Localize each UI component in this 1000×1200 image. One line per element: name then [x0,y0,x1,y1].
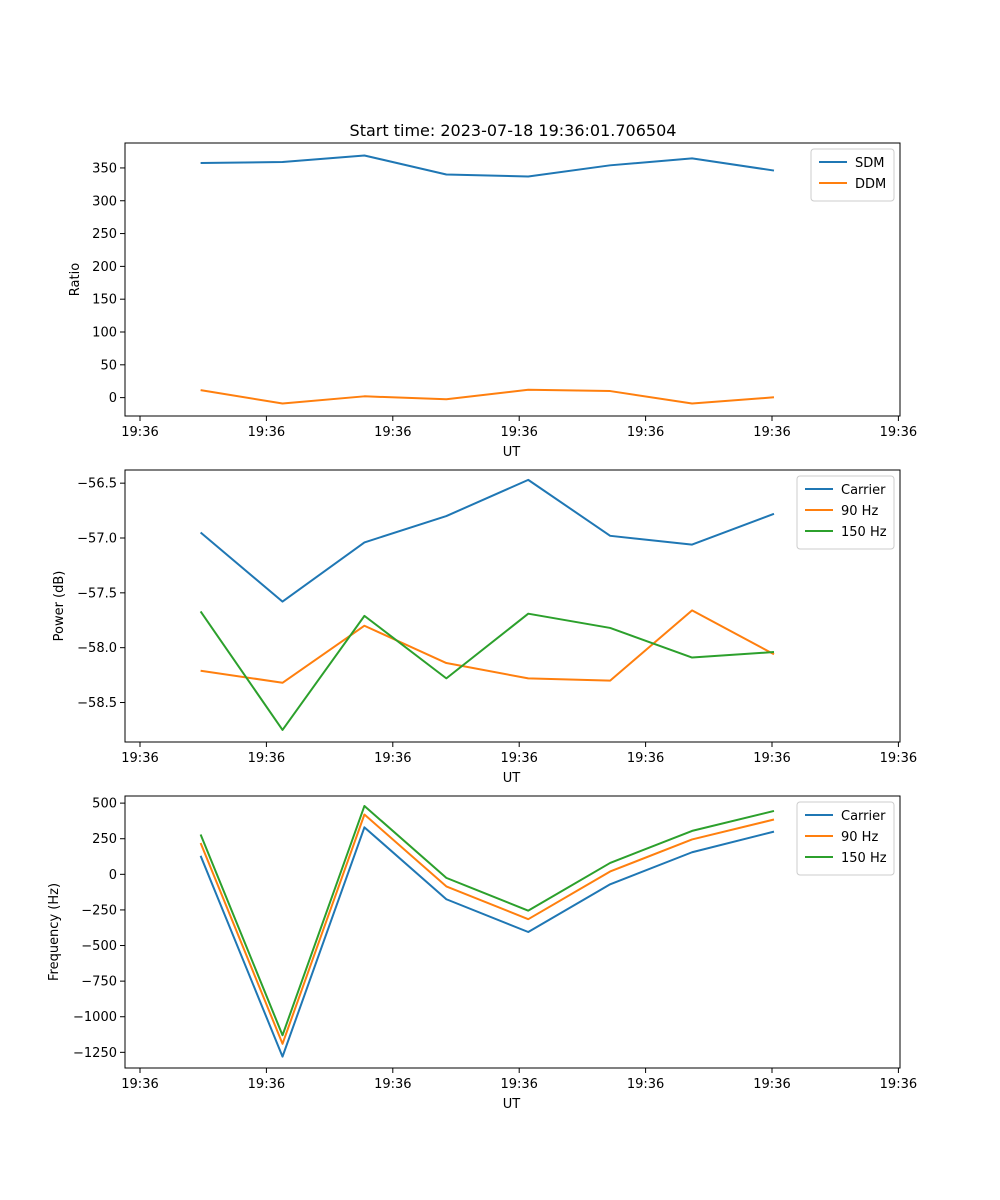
frequency-y-tick-label: −250 [81,903,117,918]
ratio-y-tick-label: 0 [109,391,117,406]
ratio-plot-area [125,143,900,416]
ratio-axes-frame [124,142,901,417]
power-panel: 19:3619:3619:3619:3619:3619:3619:3619:37… [52,469,917,786]
ratio-x-axis-label: UT [503,445,521,460]
ratio-y-tick-label: 350 [92,161,117,176]
frequency-x-tick-label: 19:36 [753,1077,790,1092]
ratio-x-tick-label: 19:36 [248,425,285,440]
frequency-x-tick-label: 19:36 [880,1077,917,1092]
ratio-panel: 19:3619:3619:3619:3619:3619:3619:3619:37… [68,142,917,460]
frequency-y-axis-label: Frequency (Hz) [47,883,62,981]
ratio-y-tick-label: 200 [92,260,117,275]
frequency-series-150-hz-line [199,804,775,1037]
ratio-x-tick-label: 19:36 [500,425,537,440]
frequency-axes-frame [124,795,901,1069]
frequency-plot-area [125,796,900,1068]
frequency-x-tick-label: 19:36 [248,1077,285,1092]
frequency-legend-label: 90 Hz [841,830,878,845]
power-legend: Carrier 90 Hz 150 Hz [796,475,895,550]
frequency-y-tick-label: −1000 [73,1010,117,1025]
frequency-y-tick-label: 250 [92,832,117,847]
power-x-tick-label: 19:36 [248,751,285,766]
frequency-y-tick-label: −500 [81,939,117,954]
power-series-carrier-line [199,478,775,603]
power-series-90-hz-line [200,609,775,684]
power-x-axis-label: UT [503,771,521,786]
power-y-axis-label: Power (dB) [52,571,67,642]
ratio-series-ddm-line [200,388,775,405]
power-y-tick-label: −58.5 [77,696,117,711]
ratio-x-tick-label: 19:36 [121,425,158,440]
ratio-y-tick-label: 250 [92,227,117,242]
power-legend-label: 90 Hz [841,504,878,519]
frequency-x-tick-label: 19:36 [374,1077,411,1092]
power-legend-label: 150 Hz [841,525,887,540]
ratio-y-axis-label: Ratio [68,263,83,296]
ratio-legend-label: DDM [855,177,886,192]
ratio-x-tick-label: 19:36 [374,425,411,440]
frequency-x-tick-label: 19:36 [500,1077,537,1092]
ratio-x-tick-label: 19:36 [880,425,917,440]
frequency-y-tick-label: −750 [81,975,117,990]
frequency-legend: Carrier 90 Hz 150 Hz [796,801,895,876]
frequency-x-axis-label: UT [503,1097,521,1112]
power-series-150-hz-line [199,610,775,731]
ratio-y-tick-label: 50 [100,358,117,373]
power-y-tick-label: −57.5 [77,586,117,601]
ratio-y-tick-label: 100 [92,326,117,341]
power-axes-frame [124,469,901,743]
power-x-tick-label: 19:36 [121,751,158,766]
ratio-y-tick-label: 150 [92,293,117,308]
frequency-series-carrier-line [199,826,775,1058]
power-y-tick-label: −58.0 [77,641,117,656]
power-y-tick-label: −57.0 [77,532,117,547]
power-y-tick-label: −56.5 [77,477,117,492]
power-x-tick-label: 19:36 [500,751,537,766]
ratio-y-tick-label: 300 [92,194,117,209]
frequency-legend-label: Carrier [841,809,886,824]
ratio-x-tick-label: 19:36 [627,425,664,440]
frequency-y-tick-label: 500 [92,797,117,812]
ratio-legend: SDM DDM [810,148,895,202]
power-x-tick-label: 19:36 [753,751,790,766]
power-x-tick-label: 19:36 [374,751,411,766]
frequency-series-90-hz-line [199,813,775,1045]
frequency-panel: 19:3619:3619:3619:3619:3619:3619:3619:37… [47,795,917,1112]
ratio-series-sdm-line [200,154,775,178]
frequency-legend-label: 150 Hz [841,851,887,866]
power-x-tick-label: 19:36 [880,751,917,766]
frequency-x-tick-label: 19:36 [121,1077,158,1092]
frequency-x-tick-label: 19:36 [627,1077,664,1092]
frequency-y-tick-label: −1250 [73,1046,117,1061]
ratio-x-tick-label: 19:36 [753,425,790,440]
figure-title: Start time: 2023-07-18 19:36:01.706504 [350,121,677,140]
power-plot-area [125,470,900,742]
power-legend-label: Carrier [841,483,886,498]
ratio-legend-label: SDM [855,156,884,171]
frequency-y-tick-label: 0 [109,868,117,883]
power-x-tick-label: 19:36 [627,751,664,766]
